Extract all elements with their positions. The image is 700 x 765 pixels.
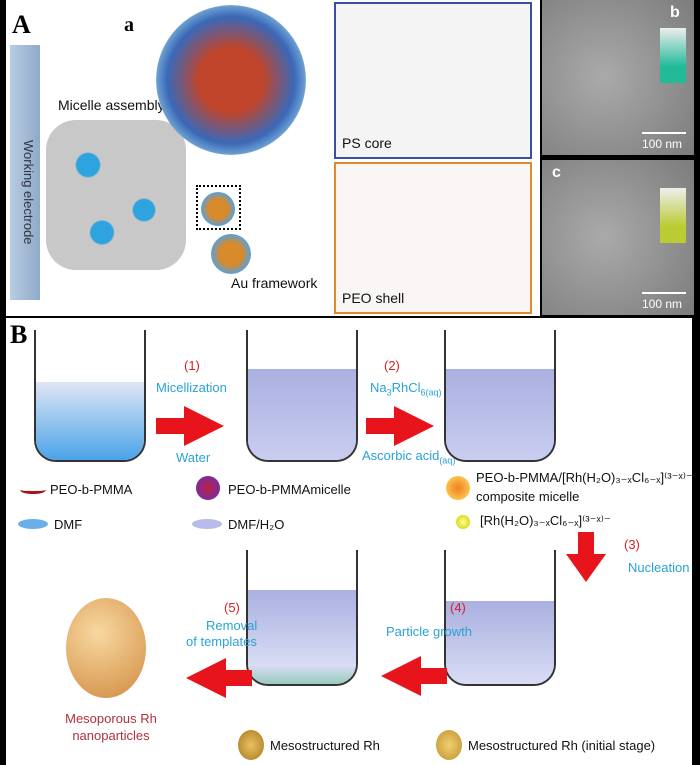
beaker-growth	[246, 550, 358, 686]
na3rhcl6-part: Na	[370, 380, 387, 395]
micelle-sphere	[156, 5, 306, 155]
step-5-label: (5)	[224, 600, 240, 615]
micellization-label: Micellization	[156, 380, 227, 395]
legend-dmf-h2o: DMF/H₂O	[228, 517, 285, 532]
composite-micelle-icon	[446, 476, 470, 500]
legend-peo-b-pmma: PEO-b-PMMA	[50, 482, 133, 497]
peo-shell-label: PEO shell	[342, 290, 405, 306]
mesostructured-rh-initial-icon	[436, 730, 462, 760]
tem-image-b: b 100 nm	[542, 0, 694, 155]
beaker-dmf	[34, 330, 146, 462]
legend-composite-1: PEO-b-PMMA/[Rh(H₂O)₃₋ₓCl₆₋ₓ]⁽³⁻ˣ⁾⁻	[476, 470, 693, 485]
tem-image-c: c 100 nm	[542, 160, 694, 315]
na3rhcl6-part: RhCl	[391, 380, 421, 395]
scale-bar	[642, 132, 686, 134]
micelle-assembly-label: Micelle assembly	[58, 97, 165, 113]
particle-growth-label: Particle growth	[386, 624, 472, 639]
subpanel-a-label: a	[124, 14, 134, 36]
na3rhcl6-label: Na3RhCl6(aq)	[370, 380, 442, 401]
vial-photo	[660, 188, 686, 243]
scale-bar	[642, 292, 686, 294]
step-1-label: (1)	[184, 358, 200, 373]
na3rhcl6-part: 6(aq)	[420, 387, 442, 398]
product-label-1: Mesoporous Rh	[65, 711, 157, 726]
ascorbic-acid-label: Ascorbic acid(aq)	[362, 448, 455, 469]
legend-meso-rh-initial: Mesostructured Rh (initial stage)	[468, 738, 656, 753]
legend-meso-rh: Mesostructured Rh	[270, 738, 380, 753]
working-electrode	[10, 45, 40, 300]
arrow-step3	[566, 532, 606, 582]
ascorbic-part: (aq)	[439, 455, 456, 466]
removal-label-2: of templates	[186, 634, 257, 649]
panel-a: A a Working electrode Micelle assembly A…	[6, 0, 540, 316]
beaker-micelles	[246, 330, 358, 462]
water-label: Water	[176, 450, 211, 465]
au-framework-label: Au framework	[231, 275, 318, 291]
ps-core-inset: PS core	[334, 2, 532, 159]
ps-core-label: PS core	[342, 135, 392, 151]
step-3-label: (3)	[624, 537, 640, 552]
rh-complex-icon	[456, 515, 470, 529]
au-framework-model	[46, 120, 186, 270]
vial-photo	[660, 28, 686, 83]
polymer-chain-icon	[20, 486, 46, 494]
peo-shell-inset: PEO shell	[334, 162, 532, 314]
legend-dmf: DMF	[54, 517, 83, 532]
panel-b-label: B	[10, 320, 28, 349]
working-electrode-label: Working electrode	[21, 140, 36, 245]
subpanel-c-label: c	[552, 164, 561, 181]
step-4-label: (4)	[450, 600, 466, 615]
mesostructured-rh-icon	[238, 730, 264, 760]
scale-label-b: 100 nm	[642, 137, 683, 151]
single-micelle	[211, 234, 251, 274]
micelle-icon	[196, 476, 220, 500]
arrow-step1	[156, 406, 224, 446]
ascorbic-part: Ascorbic acid	[362, 448, 440, 463]
product-label-2: nanoparticles	[72, 728, 150, 743]
subpanel-b-label: b	[670, 4, 680, 21]
scale-label-c: 100 nm	[642, 297, 683, 311]
arrow-step2	[366, 406, 434, 446]
mesoporous-rh-nanoparticle	[66, 598, 146, 698]
beaker-composite	[444, 330, 556, 462]
removal-label-1: Removal	[206, 618, 258, 633]
nucleation-label: Nucleation	[628, 560, 690, 575]
dmf-icon	[18, 519, 48, 529]
panel-a-label: A	[12, 10, 31, 39]
panel-b: B (1) Micellization Water (2) Na3RhCl6(a…	[6, 318, 693, 765]
legend-rh-complex: [Rh(H₂O)₃₋ₓCl₆₋ₓ]⁽³⁻ˣ⁾⁻	[480, 513, 611, 528]
arrow-step5	[186, 658, 252, 698]
arrow-step4	[381, 656, 447, 696]
step-2-label: (2)	[384, 358, 400, 373]
single-micelle	[201, 192, 235, 226]
micelle-highlight-box	[196, 185, 241, 230]
na3rhcl6-part: 3	[386, 387, 392, 398]
legend-micelle: PEO-b-PMMAmicelle	[228, 482, 351, 497]
legend-composite-2: composite micelle	[476, 489, 580, 504]
beaker-nucleation	[444, 550, 556, 686]
dmf-h2o-icon	[192, 519, 222, 529]
